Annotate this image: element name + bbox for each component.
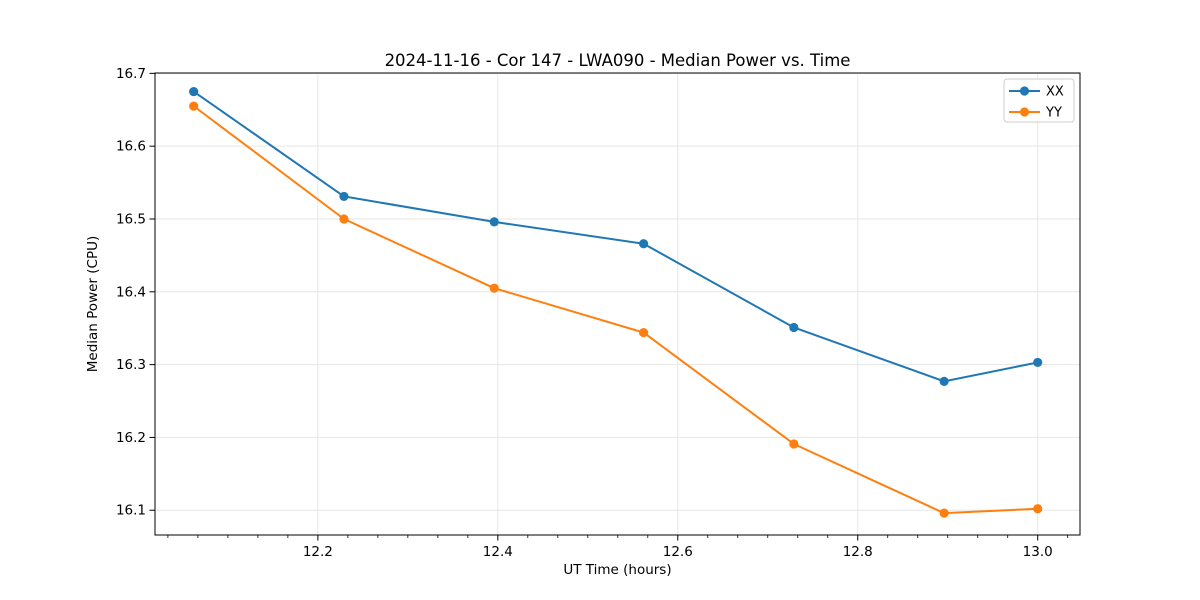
legend-marker-sample [1019, 86, 1030, 96]
data-point-yy [789, 439, 799, 449]
data-point-xx [789, 322, 799, 333]
y-tick-label: 16.7 [116, 66, 146, 82]
data-point-xx [1033, 357, 1043, 368]
data-point-xx [638, 239, 649, 249]
chart-title: 2024-11-16 - Cor 147 - LWA090 - Median P… [385, 51, 851, 70]
data-point-yy [638, 327, 649, 338]
data-point-yy [939, 508, 949, 518]
legend-marker-sample [1019, 107, 1030, 117]
data-point-xx [189, 86, 199, 97]
y-tick-label: 16.3 [116, 357, 146, 373]
x-tick-label: 13.0 [1023, 544, 1053, 560]
y-tick-label: 16.1 [116, 503, 146, 519]
legend-entry-xx: XX [1009, 85, 1064, 100]
legend-label: YY [1045, 106, 1062, 121]
data-point-yy [189, 101, 199, 111]
y-tick-label: 16.2 [116, 430, 146, 446]
data-point-xx [939, 376, 949, 386]
y-tick-label: 16.4 [116, 284, 146, 300]
data-point-xx [339, 191, 349, 202]
y-axis-label: Median Power (CPU) [85, 236, 101, 372]
data-point-yy [489, 283, 499, 293]
legend-entry-yy: YY [1009, 106, 1062, 121]
x-tick-label: 12.8 [843, 544, 873, 560]
y-tick-label: 16.6 [116, 139, 146, 155]
y-tick-label: 16.5 [116, 211, 146, 227]
x-tick-label: 12.4 [483, 544, 513, 560]
x-axis-label: UT Time (hours) [563, 562, 671, 578]
legend-label: XX [1046, 85, 1064, 100]
series-line-xx [192, 90, 1039, 383]
data-point-xx [489, 217, 499, 227]
series-line-yy [192, 105, 1039, 515]
plot-frame [154, 72, 1081, 536]
x-tick-label: 12.2 [303, 544, 333, 560]
data-point-yy [339, 214, 349, 224]
x-tick-label: 12.6 [663, 544, 693, 560]
legend: XX YY [1003, 78, 1075, 123]
data-point-yy [1033, 504, 1043, 514]
